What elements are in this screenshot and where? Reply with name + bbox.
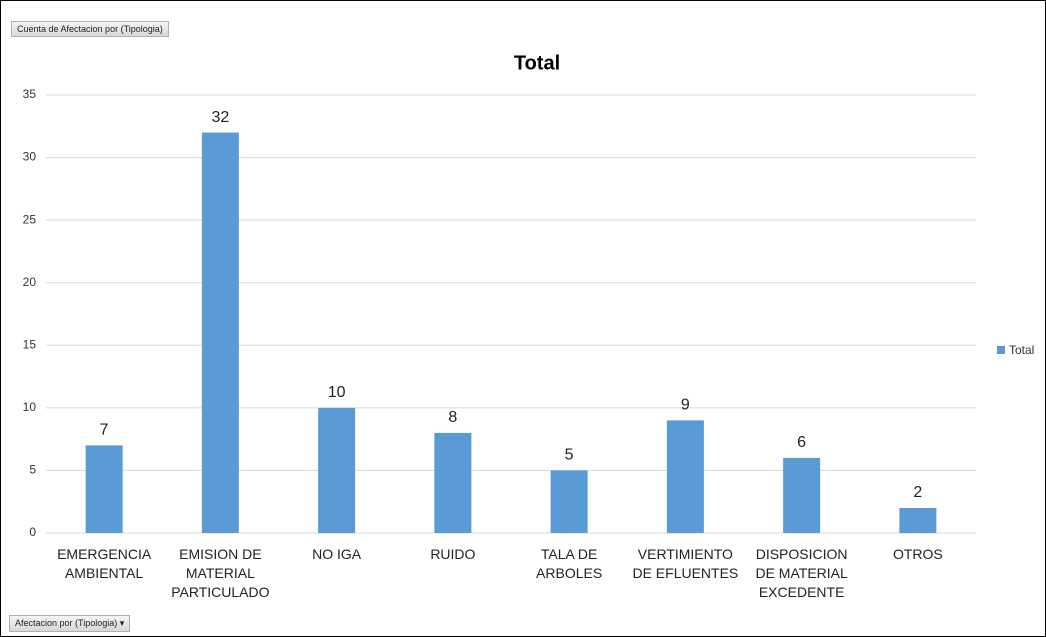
y-tick-label: 30: [23, 150, 37, 164]
x-tick-label: VERTIMIENTO DE EFLUENTES: [632, 546, 739, 581]
bar: [550, 470, 588, 533]
axis-field-label: Afectacion por (Tipologia): [15, 618, 118, 628]
y-tick-label: 35: [23, 87, 37, 101]
bar: [318, 407, 356, 533]
y-tick-label: 25: [23, 212, 37, 226]
x-tick-label: OTROS: [892, 546, 943, 562]
bar: [434, 432, 472, 533]
y-tick-label: 15: [23, 337, 37, 351]
data-label: 5: [565, 447, 574, 464]
y-tick-label: 20: [23, 275, 37, 289]
bar: [201, 132, 239, 534]
bar: [899, 507, 937, 533]
data-label: 7: [100, 422, 109, 439]
legend-swatch: [997, 346, 1005, 354]
data-label: 9: [681, 397, 690, 414]
x-tick-label: NO IGA: [312, 546, 362, 562]
x-tick-label: DISPOSICION DE MATERIAL EXCEDENTE: [755, 546, 848, 600]
x-tick-label: EMERGENCIA AMBIENTAL: [57, 546, 152, 581]
bar: [783, 457, 821, 533]
y-tick-label: 5: [29, 463, 36, 477]
data-label: 32: [211, 109, 229, 126]
y-tick-label: 10: [23, 400, 37, 414]
x-tick-label: RUIDO: [430, 546, 476, 562]
y-tick-label: 0: [29, 525, 36, 539]
legend-label: Total: [1009, 343, 1034, 357]
values-field-button[interactable]: Cuenta de Afectacion por (Tipologia): [11, 21, 169, 37]
bar: [85, 445, 123, 533]
data-label: 6: [797, 434, 806, 451]
chart-title: Total: [514, 52, 560, 74]
data-label: 10: [328, 384, 346, 401]
data-label: 2: [913, 484, 922, 501]
bar: [666, 420, 704, 533]
axis-field-button[interactable]: Afectacion por (Tipologia) ▾: [9, 615, 131, 632]
x-tick-label: TALA DE ARBOLES: [536, 546, 603, 581]
data-label: 8: [448, 409, 457, 426]
x-tick-label: EMISION DE MATERIAL PARTICULADO: [171, 546, 270, 600]
